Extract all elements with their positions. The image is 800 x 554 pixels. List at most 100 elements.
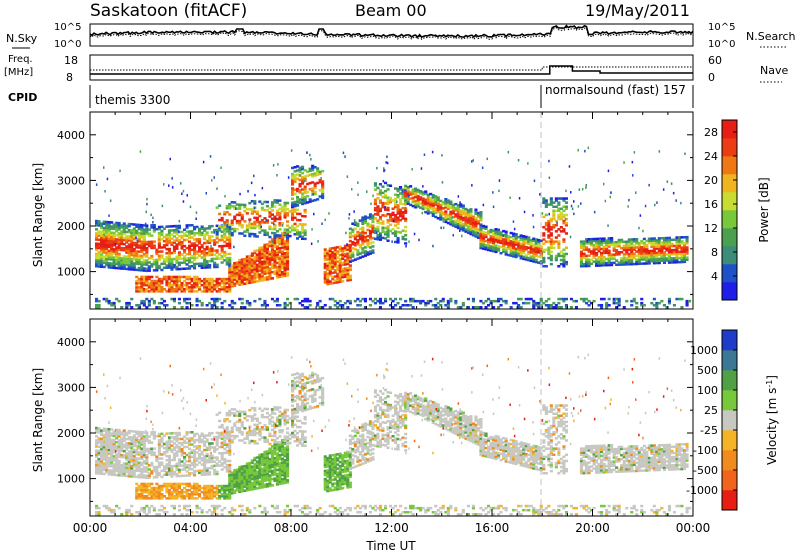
power-cell	[127, 224, 131, 228]
power-cell	[683, 246, 687, 249]
velocity-cell	[115, 467, 119, 471]
power-cell	[479, 226, 483, 229]
power-cell	[386, 219, 390, 222]
velocity-cell	[127, 431, 131, 435]
power-cell	[283, 304, 287, 307]
power-cell	[291, 197, 295, 200]
power-cell	[328, 280, 332, 283]
power-cell	[110, 249, 114, 253]
velocity-cell	[223, 460, 227, 463]
power-cell	[115, 240, 119, 243]
velocity-cell	[112, 457, 116, 460]
power-cell	[291, 210, 295, 213]
velocity-cell	[170, 469, 174, 472]
power-cell	[147, 228, 151, 231]
power-cell	[280, 244, 284, 247]
power-cell	[469, 208, 473, 211]
power-cell	[605, 249, 609, 253]
power-cell	[286, 255, 290, 259]
power-cell	[100, 247, 104, 250]
power-cell	[547, 248, 551, 252]
power-cell	[497, 234, 501, 238]
power-cell	[208, 235, 212, 238]
power-cell	[150, 286, 154, 289]
power-cell	[396, 230, 400, 234]
power-cell	[622, 255, 626, 258]
power-cell	[240, 268, 244, 272]
velocity-cell	[130, 450, 134, 454]
power-cell	[228, 267, 232, 270]
power-cell	[645, 239, 649, 243]
velocity-cell	[225, 463, 229, 467]
power-cell	[240, 301, 244, 305]
power-cell	[317, 240, 319, 243]
power-cell	[504, 236, 508, 240]
power-cell	[492, 243, 496, 247]
velocity-cell	[145, 468, 149, 471]
power-cell	[125, 224, 129, 228]
power-cell	[132, 252, 136, 255]
power-cell	[562, 205, 566, 208]
power-cell	[230, 264, 234, 267]
power-cell	[328, 297, 332, 301]
power-cell	[324, 218, 326, 222]
power-cell	[544, 199, 548, 202]
power-cell	[253, 280, 257, 284]
power-cell	[346, 266, 350, 270]
power-cell	[260, 266, 264, 270]
power-cell	[260, 254, 264, 257]
power-cell	[471, 229, 475, 233]
power-cell	[529, 255, 533, 258]
power-cell	[479, 244, 483, 248]
power-cell	[657, 237, 661, 240]
power-cell	[376, 205, 380, 208]
power-cell	[100, 226, 104, 229]
power-cell	[115, 248, 119, 251]
power-cell	[210, 304, 214, 307]
power-cell	[331, 251, 335, 254]
velocity-cell	[165, 465, 169, 468]
power-cell	[456, 306, 460, 309]
power-cell	[147, 244, 151, 248]
power-cell	[291, 181, 295, 184]
velocity-cell	[155, 435, 159, 438]
velocity-cell	[110, 438, 114, 441]
power-cell	[587, 250, 591, 253]
power-cell	[378, 222, 382, 225]
power-cell	[404, 192, 408, 196]
power-cell	[291, 179, 295, 182]
power-cell	[193, 225, 197, 229]
power-cell	[405, 245, 407, 248]
power-cell	[547, 230, 551, 233]
power-cell	[368, 235, 372, 239]
power-cell	[446, 213, 450, 217]
power-cell	[248, 277, 252, 280]
power-cell	[549, 304, 553, 307]
power-cell	[218, 297, 222, 301]
power-cell	[675, 258, 679, 262]
velocity-cell	[200, 438, 204, 442]
power-cell	[610, 261, 614, 265]
y-tick-label: 3000	[57, 174, 85, 187]
velocity-cell	[228, 441, 232, 444]
power-cell	[368, 242, 372, 245]
power-cell	[228, 281, 232, 285]
power-cell	[265, 271, 269, 275]
power-cell	[685, 304, 689, 307]
power-cell	[130, 264, 134, 267]
velocity-cell	[152, 465, 156, 469]
power-cell	[213, 263, 217, 267]
power-cell	[625, 248, 629, 252]
velocity-cell	[162, 467, 166, 470]
power-cell	[318, 299, 322, 303]
power-cell	[600, 264, 604, 267]
power-cell	[112, 239, 116, 243]
power-cell	[210, 253, 214, 257]
power-cell	[451, 224, 455, 227]
velocity-cell	[130, 440, 134, 443]
velocity-cell	[225, 449, 229, 453]
velocity-cell	[180, 450, 184, 453]
power-cell	[115, 250, 119, 253]
power-cell	[552, 226, 556, 229]
power-cell	[652, 257, 656, 261]
